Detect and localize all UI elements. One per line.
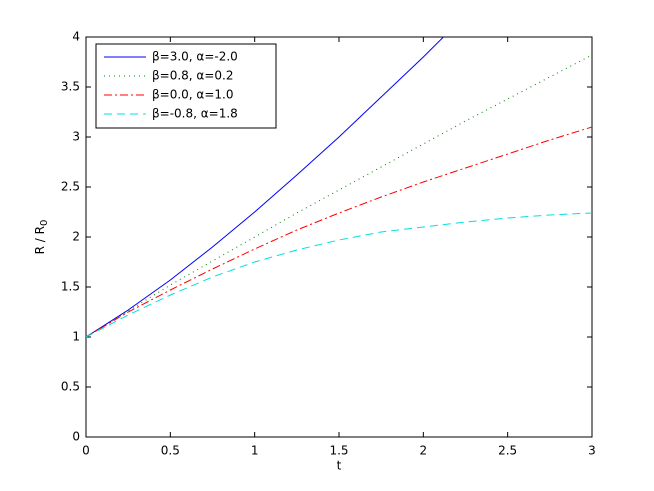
y-tick-label: 2.5 bbox=[61, 180, 80, 194]
series-line bbox=[86, 37, 445, 338]
legend-label: β=3.0, α=-2.0 bbox=[152, 50, 238, 64]
y-tick-label: 2 bbox=[72, 230, 80, 244]
y-tick-label: 0.5 bbox=[61, 380, 80, 394]
y-label-sub: 0 bbox=[39, 220, 50, 226]
y-label-main: R / R bbox=[33, 226, 47, 254]
x-tick-label: 0.5 bbox=[161, 444, 180, 458]
series-line bbox=[86, 126, 592, 338]
y-tick-label: 3 bbox=[72, 130, 80, 144]
y-tick-label: 4 bbox=[72, 30, 80, 44]
legend-label: β=-0.8, α=1.8 bbox=[152, 107, 238, 121]
y-tick-label: 0 bbox=[72, 430, 80, 444]
legend-label: β=0.8, α=0.2 bbox=[152, 69, 233, 83]
series-line bbox=[86, 212, 592, 338]
x-tick-label: 1 bbox=[251, 444, 259, 458]
legend-box bbox=[95, 43, 277, 129]
x-tick-label: 1.5 bbox=[329, 444, 348, 458]
x-tick-label: 2.5 bbox=[498, 444, 517, 458]
x-tick-label: 3 bbox=[588, 444, 596, 458]
legend-label: β=0.0, α=1.0 bbox=[152, 88, 233, 102]
plot-area bbox=[86, 37, 592, 338]
y-axis-label: R / R0 bbox=[33, 220, 51, 255]
x-tick-label: 2 bbox=[420, 444, 428, 458]
x-axis-label: t bbox=[337, 459, 342, 473]
x-tick-label: 0 bbox=[82, 444, 90, 458]
y-tick-label: 3.5 bbox=[61, 80, 80, 94]
y-tick-label: 1.5 bbox=[61, 280, 80, 294]
y-tick-label: 1 bbox=[72, 330, 80, 344]
